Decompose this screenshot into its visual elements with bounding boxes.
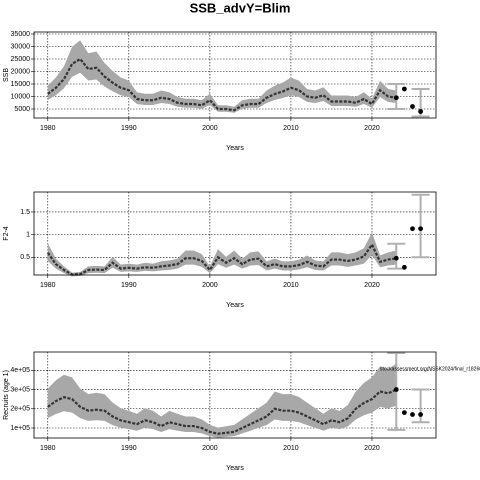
forecast-point — [410, 412, 415, 417]
y-tick-label: 1 — [26, 231, 30, 238]
forecast-point — [410, 226, 415, 232]
y-tick-label: 35000 — [11, 31, 31, 38]
forecast-point — [393, 95, 399, 101]
x-tick-label: 1980 — [40, 125, 56, 132]
x-axis-label: Years — [226, 302, 244, 309]
x-tick-label: 2020 — [364, 445, 380, 452]
x-tick-label: 2000 — [202, 125, 218, 132]
confidence-band — [47, 363, 397, 438]
y-axis-label: SSB — [3, 68, 10, 82]
x-tick-label: 2010 — [283, 282, 299, 289]
y-tick-label: 0.5 — [20, 254, 30, 261]
forecast-point — [410, 104, 415, 109]
x-tick-label: 1990 — [121, 445, 137, 452]
x-tick-label: 2000 — [202, 445, 218, 452]
forecast-point — [418, 412, 424, 417]
y-tick-label: 30000 — [11, 43, 31, 50]
estimate-line — [47, 57, 397, 112]
x-tick-label: 1980 — [40, 282, 56, 289]
y-tick-label: 1.5 — [20, 209, 30, 216]
x-axis-label: Years — [226, 145, 244, 152]
x-tick-label: 1990 — [121, 125, 137, 132]
forecast-point — [393, 387, 399, 392]
plot-frame — [33, 191, 437, 276]
y-tick-label: 3e+05 — [10, 386, 30, 393]
y-tick-label: 20000 — [11, 68, 31, 75]
figure-title: SSB_advY=Blim — [190, 0, 291, 15]
x-tick-label: 2010 — [283, 125, 299, 132]
forecast-point — [418, 109, 424, 114]
x-axis-label: Years — [226, 465, 244, 472]
confidence-band — [47, 40, 397, 113]
forecast-point — [418, 226, 424, 232]
forecast-point — [393, 255, 399, 261]
y-tick-label: 5000 — [14, 106, 30, 113]
x-tick-label: 1980 — [40, 445, 56, 452]
confidence-band — [47, 232, 397, 277]
y-tick-label: 2e+05 — [10, 406, 30, 413]
estimate-line — [47, 388, 397, 435]
y-tick-label: 10000 — [11, 93, 31, 100]
estimate-line — [46, 242, 397, 276]
forecast-point — [401, 264, 407, 270]
annotation: stockassessment.org/NSSK2024/final_r1826… — [380, 366, 480, 372]
y-tick-label: 15000 — [11, 81, 31, 88]
forecast-point — [401, 410, 407, 416]
x-tick-label: 1990 — [121, 282, 137, 289]
x-tick-label: 2020 — [364, 125, 380, 132]
y-tick-label: 25000 — [11, 56, 31, 63]
plot-frame — [33, 31, 437, 119]
y-axis-label: F2-4 — [3, 226, 10, 241]
y-axis-label: Recruits (age 1) — [3, 370, 10, 420]
forecast-point — [401, 86, 407, 92]
y-tick-label: 1e+05 — [10, 425, 30, 432]
y-tick-label: 4e+05 — [10, 367, 30, 374]
plot-frame — [33, 351, 437, 439]
x-tick-label: 2010 — [283, 445, 299, 452]
x-tick-label: 2020 — [364, 282, 380, 289]
x-tick-label: 2000 — [202, 282, 218, 289]
